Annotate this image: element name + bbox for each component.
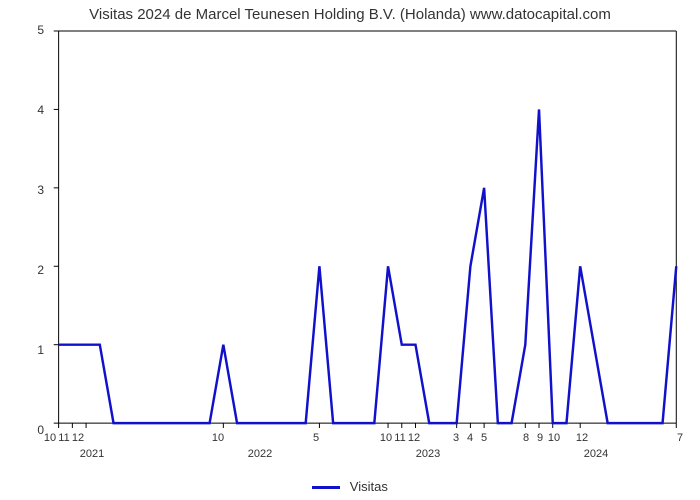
chart-title: Visitas 2024 de Marcel Teunesen Holding …	[0, 6, 700, 23]
x-year-label: 2023	[416, 448, 440, 460]
x-tick-label: 9	[537, 432, 543, 444]
y-tick-label: 1	[24, 343, 44, 357]
x-tick-label: 11	[394, 432, 405, 444]
x-year-label: 2022	[248, 448, 272, 460]
y-tick-label: 3	[24, 183, 44, 197]
y-tick-label: 0	[24, 423, 44, 437]
chart-container: Visitas 2024 de Marcel Teunesen Holding …	[0, 0, 700, 500]
x-tick-label: 10	[548, 432, 560, 444]
x-tick-label: 7	[677, 432, 683, 444]
x-tick-label: 5	[481, 432, 487, 444]
x-tick-label: 12	[576, 432, 588, 444]
x-tick-label: 11	[58, 432, 69, 444]
y-tick-label: 5	[24, 23, 44, 37]
x-tick-label: 5	[313, 432, 319, 444]
x-year-label: 2024	[584, 448, 608, 460]
x-tick-label: 8	[523, 432, 529, 444]
x-tick-label: 12	[408, 432, 420, 444]
plot-area	[50, 30, 680, 430]
x-tick-label: 10	[44, 432, 56, 444]
legend-label: Visitas	[350, 479, 388, 494]
legend-swatch	[312, 486, 340, 489]
x-tick-label: 10	[212, 432, 224, 444]
series-line	[59, 109, 677, 423]
legend: Visitas	[0, 479, 700, 494]
x-tick-label: 10	[380, 432, 392, 444]
x-tick-label: 4	[467, 432, 473, 444]
x-tick-label: 3	[453, 432, 459, 444]
y-tick-label: 4	[24, 103, 44, 117]
chart-svg	[50, 30, 680, 430]
x-tick-label: 12	[72, 432, 84, 444]
x-year-label: 2021	[80, 448, 104, 460]
y-tick-label: 2	[24, 263, 44, 277]
